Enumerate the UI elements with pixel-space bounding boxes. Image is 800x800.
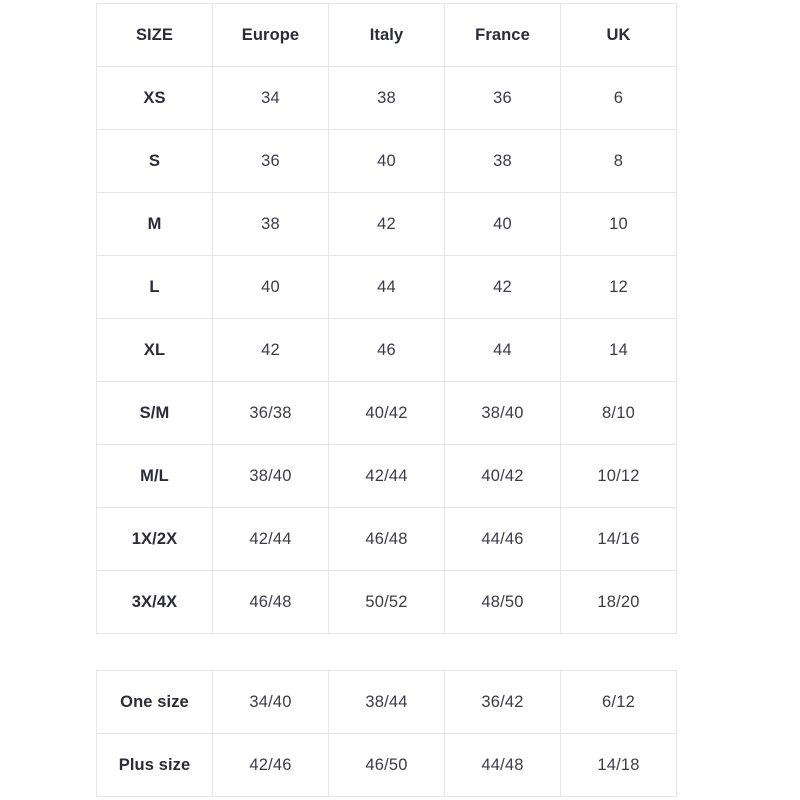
size-label: M/L [96, 444, 213, 508]
size-conversion-table-standard: SIZE Europe Italy France UK XS 34 38 36 … [96, 3, 677, 634]
table-row: M 38 42 40 10 [96, 192, 677, 256]
size-conversion-table-onesize: One size 34/40 38/44 36/42 6/12 Plus siz… [96, 670, 677, 797]
table-body: One size 34/40 38/44 36/42 6/12 Plus siz… [96, 670, 677, 797]
cell-italy: 38/44 [328, 670, 445, 734]
cell-italy: 40 [328, 129, 445, 193]
cell-uk: 14 [560, 318, 677, 382]
cell-france: 36 [444, 66, 561, 130]
size-label: One size [96, 670, 213, 734]
cell-europe: 36/38 [212, 381, 329, 445]
cell-uk: 8 [560, 129, 677, 193]
table-row: XS 34 38 36 6 [96, 66, 677, 130]
size-label: 1X/2X [96, 507, 213, 571]
cell-uk: 10/12 [560, 444, 677, 508]
size-chart-root: SIZE Europe Italy France UK XS 34 38 36 … [96, 3, 677, 797]
table-row: 1X/2X 42/44 46/48 44/46 14/16 [96, 507, 677, 571]
cell-france: 44 [444, 318, 561, 382]
table-row: XL 42 46 44 14 [96, 318, 677, 382]
cell-europe: 36 [212, 129, 329, 193]
table-body: XS 34 38 36 6 S 36 40 38 8 M 38 42 40 10 [96, 66, 677, 634]
table-spacer [96, 634, 677, 670]
table-row: 3X/4X 46/48 50/52 48/50 18/20 [96, 570, 677, 634]
cell-europe: 42/44 [212, 507, 329, 571]
cell-france: 40/42 [444, 444, 561, 508]
table-row: One size 34/40 38/44 36/42 6/12 [96, 670, 677, 734]
column-header-size: SIZE [96, 3, 213, 67]
table-row: M/L 38/40 42/44 40/42 10/12 [96, 444, 677, 508]
cell-europe: 42 [212, 318, 329, 382]
size-label: XL [96, 318, 213, 382]
table-row: S/M 36/38 40/42 38/40 8/10 [96, 381, 677, 445]
column-header-uk: UK [560, 3, 677, 67]
cell-uk: 6 [560, 66, 677, 130]
cell-italy: 40/42 [328, 381, 445, 445]
cell-france: 36/42 [444, 670, 561, 734]
cell-italy: 46 [328, 318, 445, 382]
cell-uk: 8/10 [560, 381, 677, 445]
cell-italy: 46/50 [328, 733, 445, 797]
cell-france: 42 [444, 255, 561, 319]
cell-uk: 10 [560, 192, 677, 256]
cell-europe: 46/48 [212, 570, 329, 634]
cell-uk: 14/18 [560, 733, 677, 797]
cell-europe: 42/46 [212, 733, 329, 797]
size-label: S/M [96, 381, 213, 445]
cell-france: 44/46 [444, 507, 561, 571]
cell-uk: 18/20 [560, 570, 677, 634]
column-header-france: France [444, 3, 561, 67]
cell-uk: 14/16 [560, 507, 677, 571]
table-row: S 36 40 38 8 [96, 129, 677, 193]
table-header: SIZE Europe Italy France UK [96, 3, 677, 67]
column-header-italy: Italy [328, 3, 445, 67]
table-row: Plus size 42/46 46/50 44/48 14/18 [96, 733, 677, 797]
cell-europe: 34 [212, 66, 329, 130]
table-row: L 40 44 42 12 [96, 255, 677, 319]
cell-france: 40 [444, 192, 561, 256]
cell-europe: 38/40 [212, 444, 329, 508]
cell-italy: 46/48 [328, 507, 445, 571]
cell-italy: 44 [328, 255, 445, 319]
column-header-europe: Europe [212, 3, 329, 67]
cell-europe: 34/40 [212, 670, 329, 734]
table-header-row: SIZE Europe Italy France UK [96, 3, 677, 67]
cell-france: 38/40 [444, 381, 561, 445]
cell-italy: 50/52 [328, 570, 445, 634]
cell-italy: 38 [328, 66, 445, 130]
cell-france: 44/48 [444, 733, 561, 797]
cell-europe: 38 [212, 192, 329, 256]
cell-italy: 42/44 [328, 444, 445, 508]
size-label: S [96, 129, 213, 193]
cell-uk: 12 [560, 255, 677, 319]
size-label: XS [96, 66, 213, 130]
cell-uk: 6/12 [560, 670, 677, 734]
size-label: L [96, 255, 213, 319]
cell-france: 38 [444, 129, 561, 193]
size-label: Plus size [96, 733, 213, 797]
cell-europe: 40 [212, 255, 329, 319]
size-label: M [96, 192, 213, 256]
cell-france: 48/50 [444, 570, 561, 634]
size-label: 3X/4X [96, 570, 213, 634]
cell-italy: 42 [328, 192, 445, 256]
